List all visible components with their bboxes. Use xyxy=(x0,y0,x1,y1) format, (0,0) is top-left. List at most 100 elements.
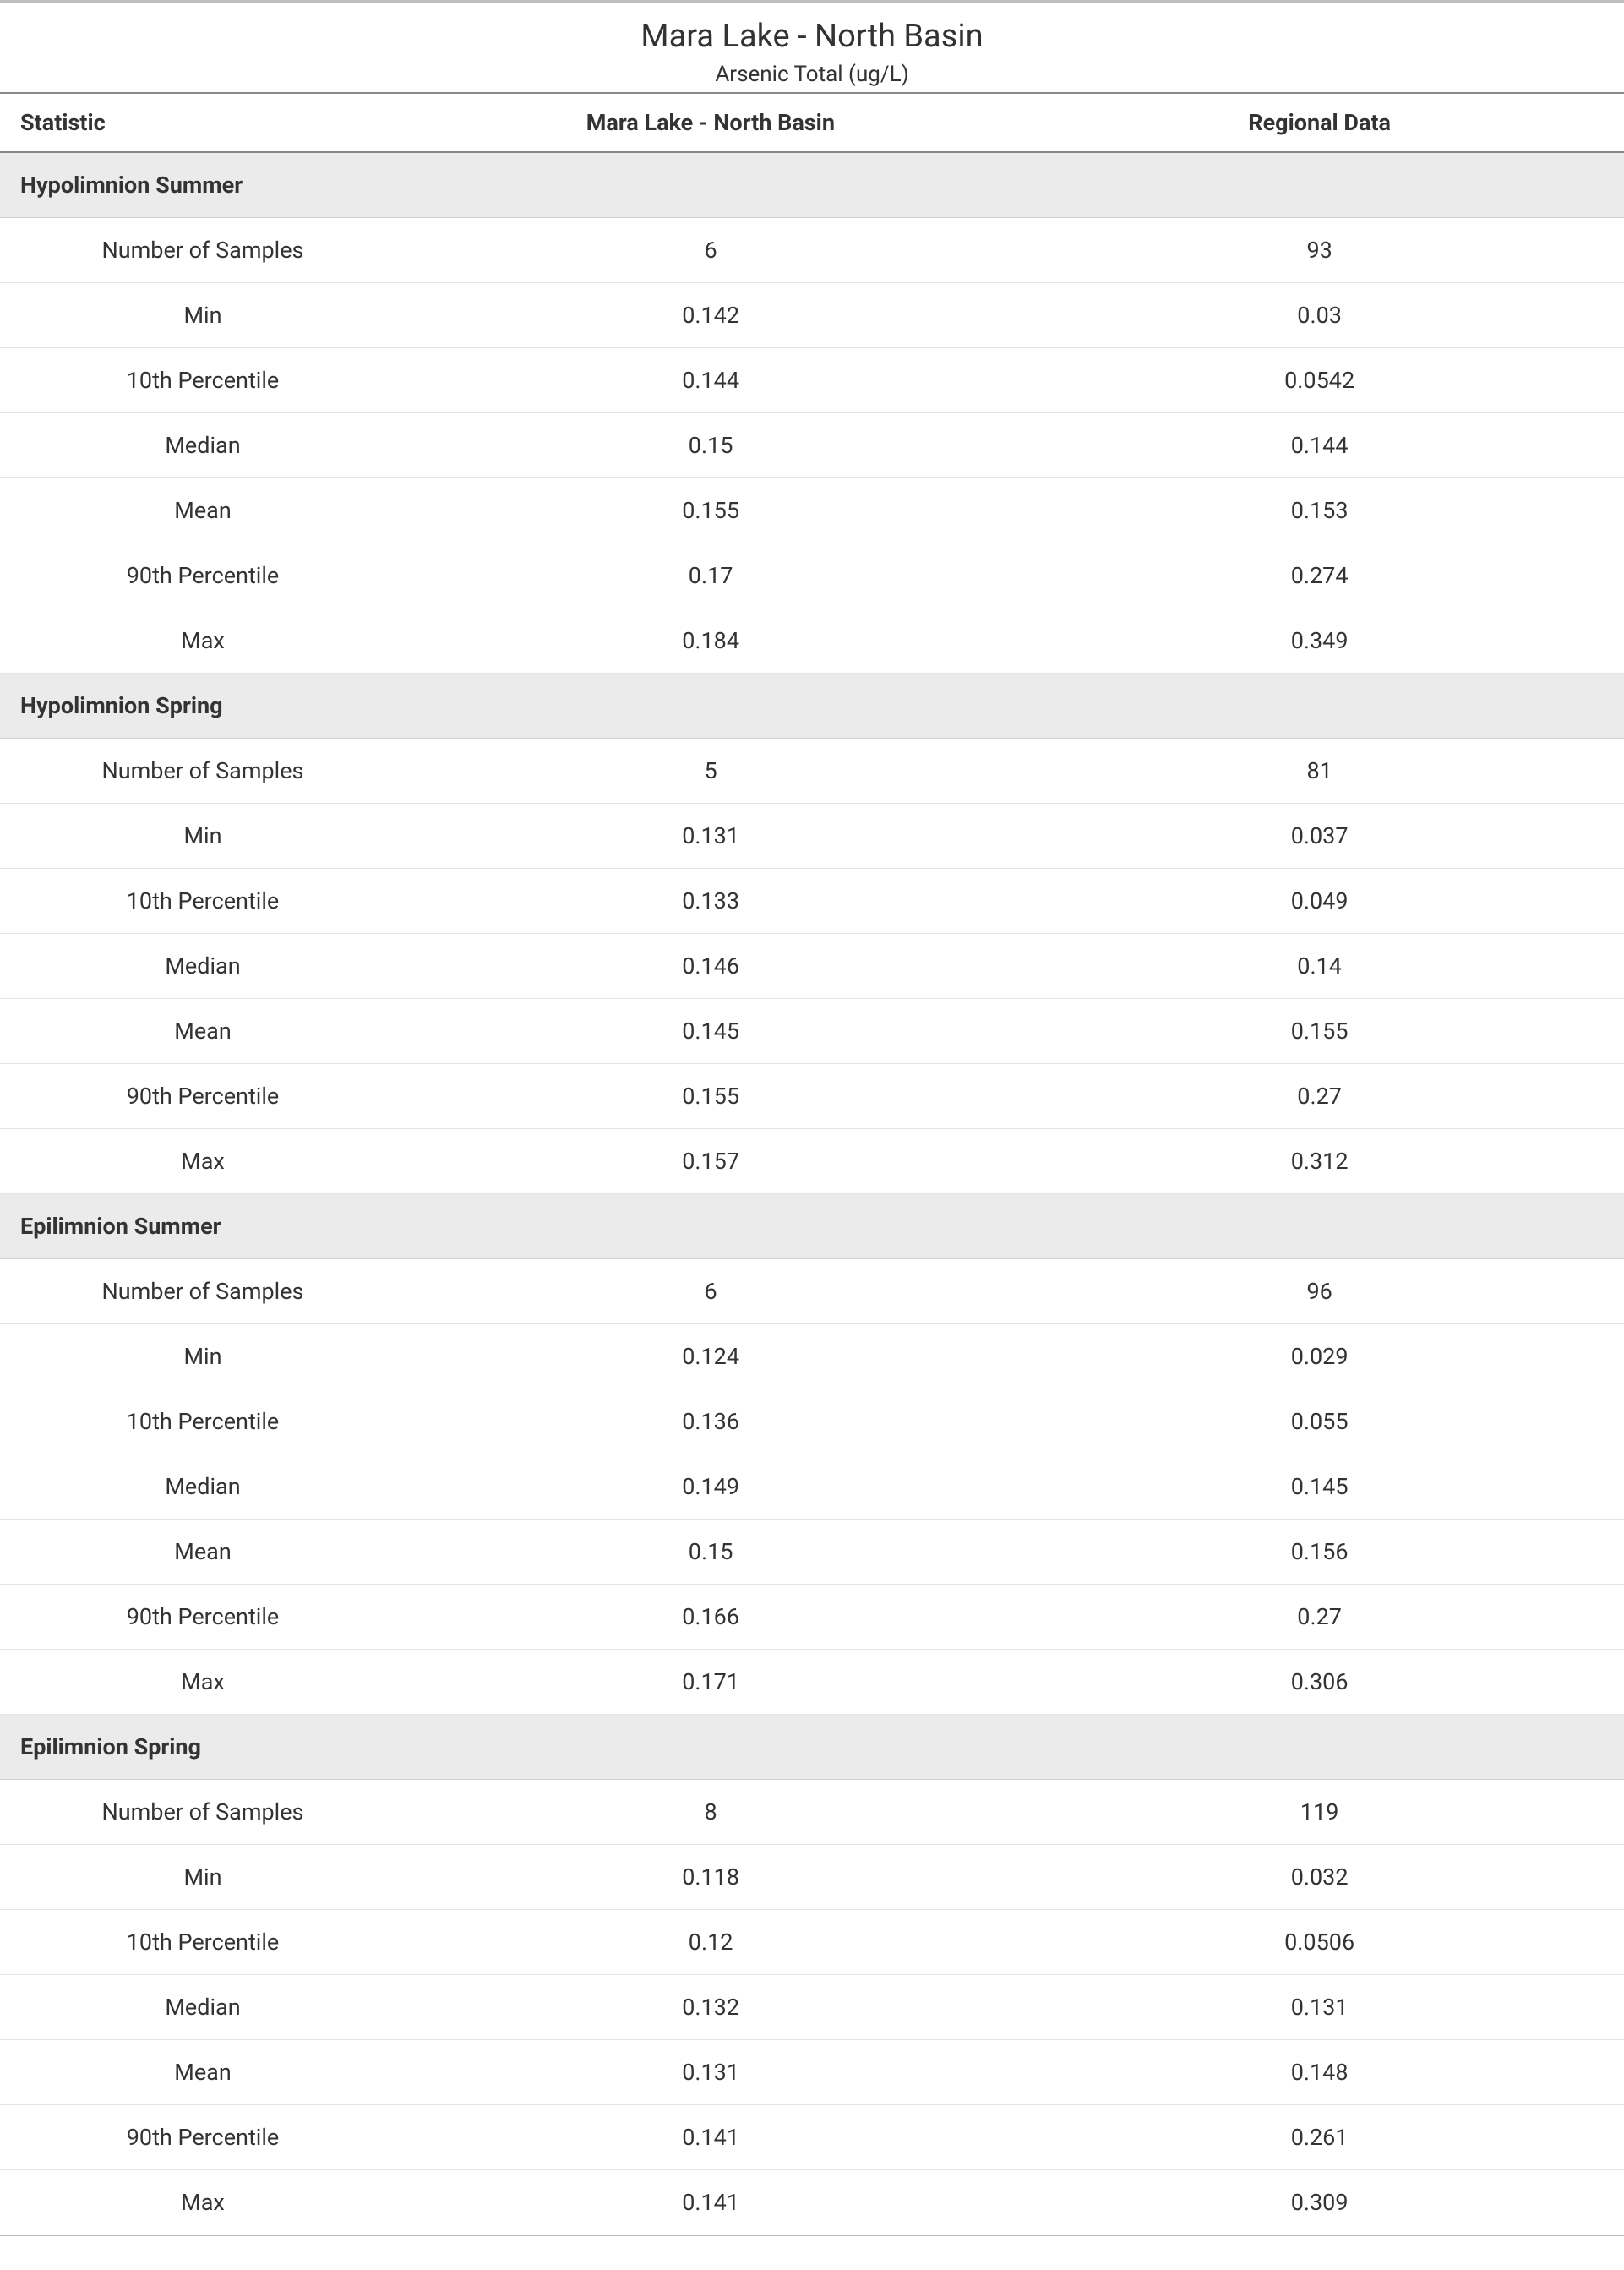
site-value: 0.118 xyxy=(406,1845,1016,1910)
regional-value: 0.14 xyxy=(1015,934,1624,999)
site-value: 0.131 xyxy=(406,2040,1016,2105)
table-row: Mean0.1550.153 xyxy=(0,478,1624,543)
page-subtitle: Arsenic Total (ug/L) xyxy=(0,62,1624,87)
regional-value: 0.0542 xyxy=(1015,348,1624,413)
site-value: 0.144 xyxy=(406,348,1016,413)
site-value: 0.136 xyxy=(406,1389,1016,1454)
stat-label: Mean xyxy=(0,2040,406,2105)
site-value: 6 xyxy=(406,1259,1016,1324)
site-value: 6 xyxy=(406,218,1016,283)
regional-value: 119 xyxy=(1015,1780,1624,1845)
table-row: 10th Percentile0.120.0506 xyxy=(0,1910,1624,1975)
table-row: Max0.1570.312 xyxy=(0,1129,1624,1194)
site-value: 0.142 xyxy=(406,283,1016,348)
table-row: 10th Percentile0.1440.0542 xyxy=(0,348,1624,413)
table-row: Min0.1310.037 xyxy=(0,804,1624,869)
col-header-site: Mara Lake - North Basin xyxy=(406,93,1016,152)
stat-label: Max xyxy=(0,1129,406,1194)
site-value: 0.131 xyxy=(406,804,1016,869)
table-row: Min0.1180.032 xyxy=(0,1845,1624,1910)
regional-value: 0.261 xyxy=(1015,2105,1624,2170)
regional-value: 0.037 xyxy=(1015,804,1624,869)
stat-label: 10th Percentile xyxy=(0,1910,406,1975)
site-value: 0.133 xyxy=(406,869,1016,934)
site-value: 0.132 xyxy=(406,1975,1016,2040)
site-value: 0.155 xyxy=(406,478,1016,543)
section-header-row: Hypolimnion Summer xyxy=(0,152,1624,218)
stat-label: Min xyxy=(0,1845,406,1910)
regional-value: 0.032 xyxy=(1015,1845,1624,1910)
table-row: Number of Samples696 xyxy=(0,1259,1624,1324)
stat-label: Min xyxy=(0,804,406,869)
stat-label: 10th Percentile xyxy=(0,348,406,413)
stat-label: 90th Percentile xyxy=(0,543,406,608)
regional-value: 0.029 xyxy=(1015,1324,1624,1389)
stat-label: Median xyxy=(0,1975,406,2040)
stat-label: Max xyxy=(0,608,406,674)
table-row: Max0.1840.349 xyxy=(0,608,1624,674)
regional-value: 0.144 xyxy=(1015,413,1624,478)
regional-value: 96 xyxy=(1015,1259,1624,1324)
site-value: 0.166 xyxy=(406,1585,1016,1650)
table-row: Number of Samples8119 xyxy=(0,1780,1624,1845)
stat-label: Mean xyxy=(0,999,406,1064)
table-row: 90th Percentile0.1550.27 xyxy=(0,1064,1624,1129)
site-value: 0.155 xyxy=(406,1064,1016,1129)
section-header: Hypolimnion Summer xyxy=(0,152,1624,218)
regional-value: 0.049 xyxy=(1015,869,1624,934)
site-value: 0.146 xyxy=(406,934,1016,999)
title-block: Mara Lake - North Basin Arsenic Total (u… xyxy=(0,3,1624,92)
regional-value: 0.0506 xyxy=(1015,1910,1624,1975)
section-header: Epilimnion Summer xyxy=(0,1194,1624,1259)
site-value: 0.184 xyxy=(406,608,1016,674)
regional-value: 0.27 xyxy=(1015,1064,1624,1129)
section-header-row: Epilimnion Summer xyxy=(0,1194,1624,1259)
stat-label: Min xyxy=(0,283,406,348)
stat-label: Number of Samples xyxy=(0,218,406,283)
stat-label: Number of Samples xyxy=(0,739,406,804)
table-row: Max0.1410.309 xyxy=(0,2170,1624,2236)
table-header-row: Statistic Mara Lake - North Basin Region… xyxy=(0,93,1624,152)
section-header-row: Epilimnion Spring xyxy=(0,1715,1624,1780)
stat-label: Max xyxy=(0,2170,406,2236)
regional-value: 0.055 xyxy=(1015,1389,1624,1454)
stat-label: Min xyxy=(0,1324,406,1389)
site-value: 0.124 xyxy=(406,1324,1016,1389)
stat-label: 10th Percentile xyxy=(0,869,406,934)
table-row: Mean0.1310.148 xyxy=(0,2040,1624,2105)
regional-value: 0.274 xyxy=(1015,543,1624,608)
table-row: 90th Percentile0.1410.261 xyxy=(0,2105,1624,2170)
table-row: Number of Samples693 xyxy=(0,218,1624,283)
table-row: 10th Percentile0.1330.049 xyxy=(0,869,1624,934)
site-value: 0.157 xyxy=(406,1129,1016,1194)
site-value: 0.15 xyxy=(406,1520,1016,1585)
table-row: Median0.1320.131 xyxy=(0,1975,1624,2040)
table-row: 90th Percentile0.1660.27 xyxy=(0,1585,1624,1650)
regional-value: 0.145 xyxy=(1015,1454,1624,1520)
table-row: Median0.1460.14 xyxy=(0,934,1624,999)
site-value: 0.141 xyxy=(406,2105,1016,2170)
regional-value: 0.312 xyxy=(1015,1129,1624,1194)
table-row: 90th Percentile0.170.274 xyxy=(0,543,1624,608)
site-value: 0.141 xyxy=(406,2170,1016,2236)
regional-value: 0.306 xyxy=(1015,1650,1624,1715)
site-value: 0.17 xyxy=(406,543,1016,608)
statistics-table: Statistic Mara Lake - North Basin Region… xyxy=(0,92,1624,2236)
table-row: Number of Samples581 xyxy=(0,739,1624,804)
site-value: 0.171 xyxy=(406,1650,1016,1715)
regional-value: 0.27 xyxy=(1015,1585,1624,1650)
stat-label: Median xyxy=(0,934,406,999)
col-header-statistic: Statistic xyxy=(0,93,406,152)
table-body: Hypolimnion SummerNumber of Samples693Mi… xyxy=(0,152,1624,2235)
site-value: 0.12 xyxy=(406,1910,1016,1975)
section-header: Hypolimnion Spring xyxy=(0,674,1624,739)
table-row: Median0.150.144 xyxy=(0,413,1624,478)
table-row: Median0.1490.145 xyxy=(0,1454,1624,1520)
table-row: 10th Percentile0.1360.055 xyxy=(0,1389,1624,1454)
table-row: Mean0.150.156 xyxy=(0,1520,1624,1585)
table-row: Max0.1710.306 xyxy=(0,1650,1624,1715)
table-row: Min0.1240.029 xyxy=(0,1324,1624,1389)
regional-value: 81 xyxy=(1015,739,1624,804)
regional-value: 0.309 xyxy=(1015,2170,1624,2236)
stat-label: Median xyxy=(0,1454,406,1520)
